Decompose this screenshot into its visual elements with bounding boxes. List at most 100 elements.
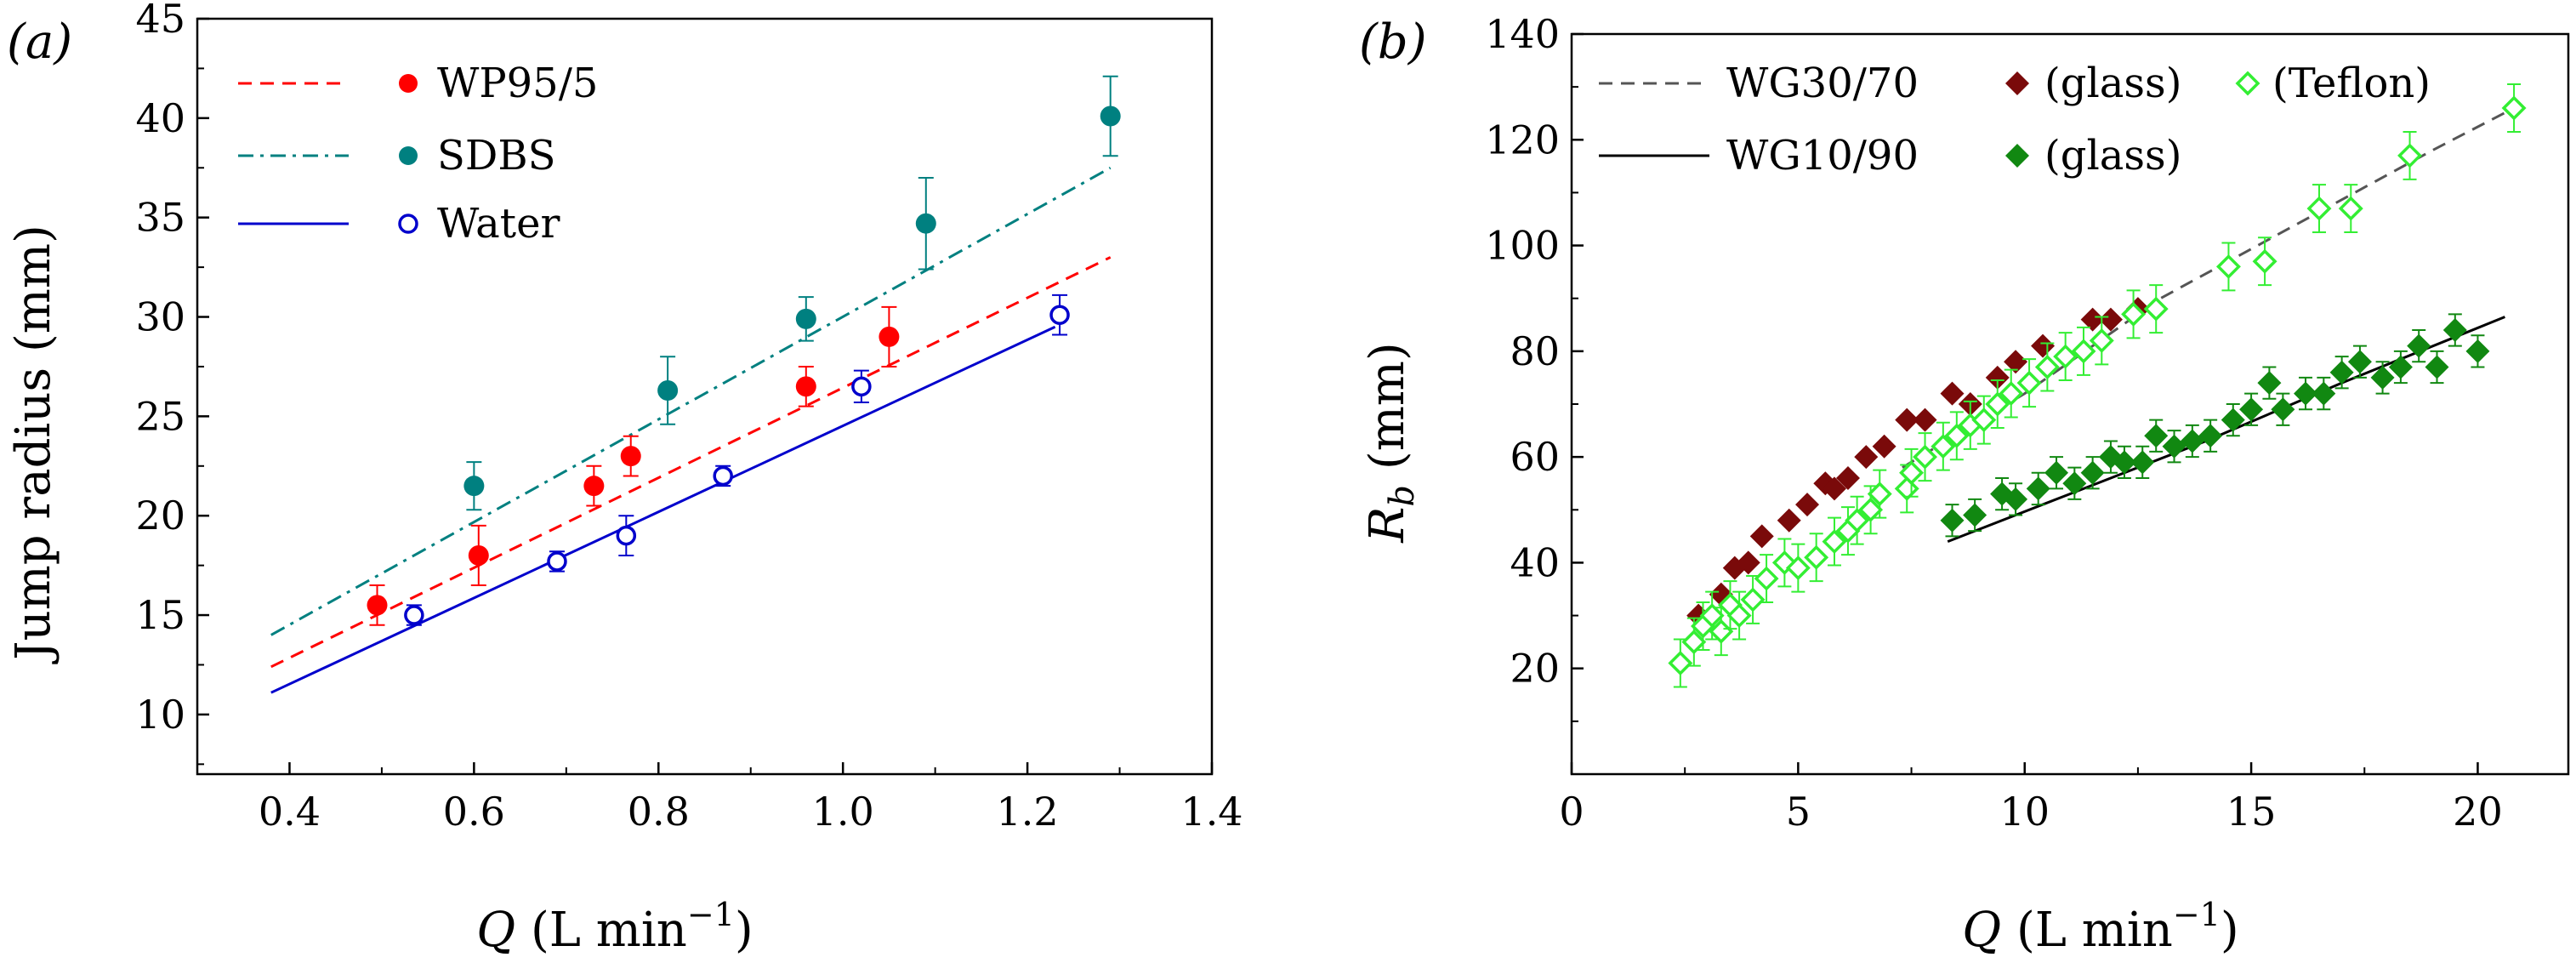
- chart-a-point: [915, 213, 936, 234]
- chart-b-point: [2347, 350, 2372, 374]
- chart-b-xtick-label: 20: [2453, 789, 2503, 835]
- chart-b-point: [2501, 95, 2527, 121]
- chart-a-panel-label: (a): [7, 14, 72, 70]
- chart-b-ylabel: Rb (mm): [1360, 342, 1422, 543]
- chart-b-point: [2239, 397, 2264, 422]
- chart-a-xlabel-close: ): [735, 903, 753, 958]
- chart-b-point: [1795, 493, 1820, 517]
- chart-b-panel-label: (b): [1359, 14, 1427, 70]
- chart-b-point: [2180, 429, 2204, 453]
- legend-label-water: Water: [437, 200, 560, 248]
- chart-b-point: [1944, 423, 1970, 448]
- chart-a-fit-line-2: [270, 325, 1056, 694]
- chart-a-ytick-label: 15: [135, 592, 185, 638]
- chart-b-point: [1963, 503, 1987, 527]
- chart-b-point: [1668, 651, 1693, 675]
- chart-b-xtick-label: 15: [2226, 789, 2277, 835]
- chart-b-point: [1754, 566, 1779, 591]
- chart-a-ytick-label: 30: [135, 294, 185, 340]
- chart-b-ylabel-unit: (mm): [1360, 342, 1415, 485]
- legend-label-wg30-glass: (glass): [2044, 60, 2181, 107]
- chart-a-xtick-label: 1.4: [1180, 789, 1243, 835]
- chart-b-point: [1777, 508, 1801, 533]
- chart-b-point: [2215, 254, 2241, 279]
- chart-b-point: [1749, 524, 1774, 549]
- chart-b-point: [1785, 556, 1811, 581]
- chart-a-point: [1049, 305, 1070, 325]
- chart-b-xlabel-exp: −1: [2173, 896, 2221, 933]
- chart-b-xtick-label: 0: [1559, 789, 1584, 835]
- legend-marker-water: [398, 214, 418, 234]
- chart-a-xlabel: Q (L min−1): [476, 896, 753, 958]
- chart-b-point: [2198, 424, 2223, 448]
- chart-b-point: [2144, 424, 2169, 448]
- chart-b-fit-line-0: [1902, 106, 2515, 469]
- chart-b-xtick-label: 5: [1786, 789, 1811, 835]
- chart-b-ylabel-var: R: [1360, 507, 1415, 544]
- legend-marker-wg30-glass: [2005, 71, 2029, 95]
- chart-b-ytick-label: 40: [1510, 539, 1560, 585]
- legend-marker-sdbs: [399, 146, 418, 165]
- chart-b-point: [2130, 450, 2155, 475]
- chart-a-xlabel-unit: (L min: [515, 903, 687, 958]
- chart-a-point: [547, 551, 567, 572]
- chart-b-point: [1971, 407, 1997, 433]
- chart-a-ytick-label: 10: [135, 692, 185, 738]
- chart-b-xlabel: Q (L min−1): [1962, 896, 2239, 958]
- chart-a-legend: WP95/5 SDBS Water: [238, 60, 598, 248]
- legend-label-wg10-glass: (glass): [2044, 132, 2181, 179]
- chart-b-point: [2425, 355, 2449, 379]
- chart-b-point: [2306, 196, 2332, 221]
- legend-label-wg30: WG30/70: [1726, 60, 1919, 107]
- chart-b-point: [1940, 381, 1965, 406]
- chart-b-point: [1872, 434, 1896, 459]
- chart-b-point: [2062, 471, 2087, 496]
- chart-a-point: [404, 605, 424, 625]
- chart-b: (b) 0 5 10 15 20 20 40 60 80 100 120 140 Rb (mm) Q …: [1359, 11, 2570, 958]
- chart-b-point: [2329, 360, 2354, 385]
- chart-b-point: [2080, 307, 2105, 332]
- chart-a-point: [851, 376, 872, 397]
- chart-b-ytick-label: 100: [1485, 223, 1560, 269]
- chart-a-ytick-label: 35: [135, 195, 185, 241]
- chart-b-point: [1940, 508, 1965, 533]
- chart-a-point: [713, 465, 733, 487]
- chart-b-point: [1913, 444, 1938, 470]
- chart-b-point: [1867, 482, 1892, 507]
- chart-b-point: [1736, 550, 1760, 575]
- chart-b-point: [1985, 365, 2010, 390]
- chart-b-point: [1999, 381, 2024, 407]
- chart-a-fit-line-0: [270, 256, 1112, 669]
- chart-b-point: [2031, 333, 2056, 358]
- chart-b-point: [2370, 365, 2395, 390]
- legend-marker-wg10-glass: [2005, 144, 2029, 168]
- legend-marker-wp95: [399, 74, 418, 93]
- chart-b-point: [1854, 445, 1879, 470]
- chart-b-ylabel-sub: b: [1383, 485, 1422, 507]
- chart-b-ytick-label: 20: [1510, 646, 1560, 692]
- chart-b-point: [1740, 587, 1766, 613]
- chart-a-point: [620, 446, 641, 467]
- chart-b-point: [2004, 487, 2028, 511]
- chart-b-xlabel-unit: (L min: [2001, 903, 2173, 958]
- chart-b-ytick-label: 60: [1510, 434, 1560, 480]
- chart-b-point: [2016, 370, 2042, 396]
- chart-a-frame: [196, 17, 1214, 776]
- chart-b-point: [2121, 301, 2147, 327]
- chart-b-point: [2252, 248, 2277, 274]
- chart-a-xtick-label: 1.2: [997, 789, 1059, 835]
- chart-b-point: [2143, 296, 2169, 322]
- chart-a-ytick-label: 40: [135, 95, 185, 141]
- chart-b-point: [1835, 466, 1860, 490]
- chart-a-points: [367, 75, 1121, 626]
- chart-b-point: [2162, 434, 2186, 459]
- chart-b-point: [2026, 476, 2050, 501]
- chart-a-point: [616, 525, 637, 546]
- chart-b-point: [1822, 529, 1847, 555]
- chart-b-xlabel-var: Q: [1962, 903, 2001, 958]
- chart-b-point: [2004, 350, 2028, 374]
- chart-a-point: [367, 595, 388, 616]
- chart-b-point: [2044, 460, 2069, 485]
- chart-b-point: [1822, 476, 1846, 501]
